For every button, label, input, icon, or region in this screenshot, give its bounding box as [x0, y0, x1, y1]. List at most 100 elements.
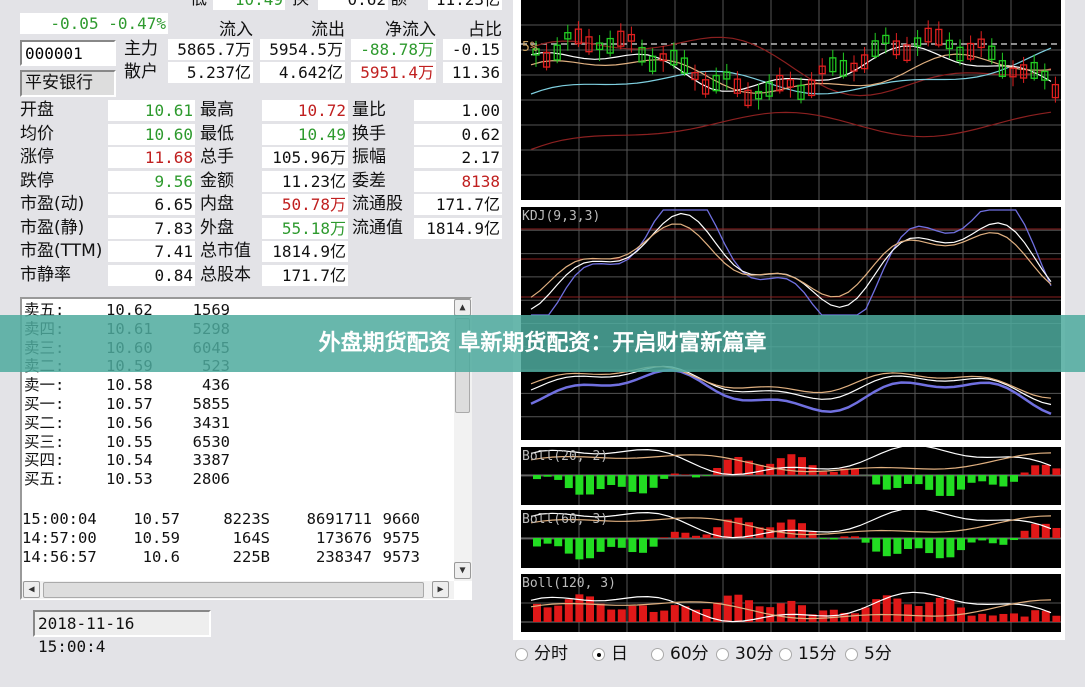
stat-label: 内盘: [200, 194, 234, 214]
stock-code-input[interactable]: [20, 40, 116, 66]
candlestick-panel[interactable]: 5%: [521, 0, 1061, 200]
candle-body: [574, 28, 583, 45]
stat-value: 9.56: [108, 170, 195, 192]
trade-cell: 225B: [232, 548, 270, 566]
period-radio-4[interactable]: 15分: [779, 643, 837, 665]
histogram-bar: [999, 475, 1008, 487]
candle-body: [1051, 83, 1060, 99]
histogram-bar: [681, 606, 690, 622]
ma-line: [530, 45, 1052, 92]
period-radio-2[interactable]: 60分: [651, 643, 709, 665]
stat-label: 外盘: [200, 217, 234, 238]
histogram-bar: [575, 475, 584, 495]
candle-body: [882, 34, 890, 44]
candle-body: [903, 44, 911, 62]
histogram-bar: [851, 536, 859, 538]
radio-circle-icon[interactable]: [651, 647, 664, 661]
histogram-bar: [957, 538, 965, 551]
boll120-panel[interactable]: Boll(120, 3): [521, 574, 1061, 632]
histogram-bar: [713, 467, 722, 475]
boll20-panel[interactable]: Boll(20, 2): [521, 447, 1061, 505]
radio-circle-icon[interactable]: [845, 647, 858, 661]
histogram-bar: [692, 535, 700, 538]
histogram-bar: [734, 517, 743, 538]
histogram-bar: [925, 475, 934, 490]
scroll-up-button[interactable]: ▲: [454, 299, 471, 316]
boll60-panel[interactable]: Boll(60, 3): [521, 510, 1061, 568]
order-price: 10.62: [106, 301, 153, 319]
trade-cell: 8223S: [223, 510, 270, 528]
histogram-bar: [1010, 475, 1018, 482]
histogram-bar: [713, 527, 722, 538]
stat-label: 振幅: [352, 147, 386, 167]
boll-line: [530, 452, 1052, 473]
histogram-bar: [861, 538, 870, 543]
histogram-bar: [639, 538, 647, 553]
stat-value: 10.60: [108, 123, 195, 145]
candle-body: [680, 57, 689, 74]
stat-value: 105.96万: [262, 147, 348, 168]
stat-value: 171.7亿: [262, 264, 348, 286]
period-label: 30分: [735, 644, 774, 664]
histogram-bar: [533, 603, 541, 622]
stat-label: 流通值: [352, 217, 403, 238]
histogram-bar: [988, 475, 997, 485]
histogram-bar: [586, 596, 594, 622]
boll-line: [530, 599, 1052, 620]
order-price: 10.53: [106, 470, 153, 489]
trade-cell: 9573: [382, 548, 420, 566]
histogram-bar: [978, 613, 987, 622]
scroll-right-button[interactable]: ▶: [432, 581, 449, 598]
radio-circle-icon[interactable]: [716, 647, 729, 661]
stat-value: 7.83: [108, 217, 195, 239]
order-level: 买五:: [24, 470, 65, 489]
histogram-bar: [914, 538, 923, 549]
candle-body: [712, 74, 720, 92]
stat-label: 换手: [352, 123, 386, 144]
stat-label: 市盈(静): [20, 217, 85, 238]
histogram-bar: [723, 519, 732, 538]
radio-circle-icon[interactable]: [592, 647, 605, 661]
order-price: 10.54: [106, 451, 153, 470]
period-radio-0[interactable]: 分时: [515, 643, 568, 665]
histogram-bar: [798, 605, 806, 622]
candle-body: [998, 60, 1007, 77]
histogram-bar: [586, 538, 594, 559]
histogram-bar: [957, 475, 965, 490]
histogram-bar: [670, 605, 679, 622]
stat-value: 6.65: [108, 194, 195, 215]
order-level: 买四:: [24, 451, 65, 470]
trade-cell: 164S: [232, 529, 270, 547]
scroll-down-button[interactable]: ▼: [454, 562, 471, 579]
candle-body: [1009, 67, 1017, 78]
flow-row-label: 主力: [124, 39, 158, 59]
candle-body: [659, 53, 667, 62]
flow-value: -88.78万: [351, 39, 436, 60]
stat-label: 最低: [200, 123, 234, 144]
order-volume: 5855: [192, 395, 230, 413]
histogram-bar: [554, 538, 563, 547]
stat-value: 10.72: [262, 100, 348, 121]
scroll-left-button[interactable]: ◀: [23, 581, 40, 598]
horizontal-scrollbar[interactable]: ◀ ▶: [22, 581, 454, 599]
candle-body: [892, 40, 901, 56]
histogram-bar: [564, 538, 573, 554]
trade-cell: 10.59: [133, 529, 180, 547]
radio-circle-icon[interactable]: [515, 647, 528, 661]
histogram-bar: [819, 471, 828, 475]
boll120-label: Boll(120, 3): [522, 576, 616, 591]
stat-value: 55.18万: [262, 217, 348, 239]
order-volume: 3387: [192, 451, 230, 470]
histogram-bar: [935, 597, 944, 622]
period-radio-3[interactable]: 30分: [716, 643, 774, 665]
histogram-bar: [1052, 468, 1061, 475]
histogram-bar: [649, 611, 658, 622]
histogram-bar: [935, 475, 944, 496]
period-radio-1[interactable]: 日: [592, 643, 628, 665]
horizontal-scroll-thumb[interactable]: [43, 582, 424, 598]
trade-cell: 173676: [316, 529, 372, 547]
kdj-k-line: [530, 212, 1052, 310]
kdj-d-line: [530, 223, 1052, 298]
radio-circle-icon[interactable]: [779, 647, 792, 661]
period-radio-5[interactable]: 5分: [845, 643, 892, 665]
